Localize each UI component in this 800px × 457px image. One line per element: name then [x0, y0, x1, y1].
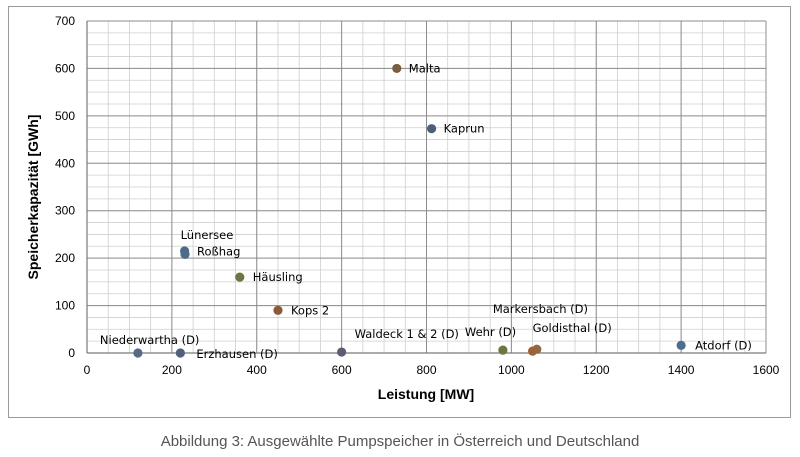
- y-tick-label: 400: [55, 156, 75, 170]
- data-point: [273, 305, 283, 315]
- data-point: [426, 124, 437, 134]
- x-tick-label: 1600: [753, 363, 780, 377]
- y-tick-label: 200: [55, 251, 75, 265]
- data-point: [180, 249, 190, 259]
- point-label: Roßhag: [197, 244, 240, 258]
- point-label: Niederwartha (D): [100, 333, 200, 347]
- x-tick-label: 600: [332, 363, 352, 377]
- scatter-chart: 0 200 400 600 800 1000 1200 1400 1600 0 100 200 300 4…: [25, 14, 780, 402]
- tick-labels: 0 200 400 600 800 1000 1200 1400 1600 0 100 200 300 4…: [55, 14, 780, 377]
- point-label: Häusling: [253, 270, 303, 284]
- y-tick-label: 0: [68, 346, 75, 360]
- point-label: Atdorf (D): [695, 338, 752, 352]
- x-axis-title: Leistung [MW]: [378, 386, 474, 402]
- axes: [86, 21, 766, 354]
- point-label: Lünersee: [181, 228, 234, 242]
- data-point: [235, 272, 245, 282]
- point-labels: Malta Kaprun Lünersee Roßhag Häusling Kops 2 N…: [100, 61, 752, 361]
- data-point: [498, 345, 508, 355]
- point-label: Markersbach (D): [493, 302, 588, 316]
- point-label: Wehr (D): [465, 325, 516, 339]
- x-tick-label: 1000: [498, 363, 525, 377]
- figure-caption: Abbildung 3: Ausgewählte Pumpspeicher in…: [160, 433, 640, 450]
- data-point: [133, 348, 143, 358]
- data-point: [337, 347, 347, 357]
- x-tick-label: 400: [247, 363, 267, 377]
- x-tick-label: 200: [162, 363, 182, 377]
- y-tick-label: 700: [55, 14, 75, 28]
- x-tick-label: 800: [416, 363, 436, 377]
- data-point: [175, 348, 185, 358]
- point-label: Malta: [409, 61, 441, 75]
- data-point: [527, 346, 538, 356]
- y-tick-label: 500: [55, 109, 75, 123]
- point-label: Erzhausen (D): [196, 347, 277, 361]
- y-tick-label: 100: [55, 299, 75, 313]
- y-tick-label: 300: [55, 204, 75, 218]
- data-point: [392, 63, 402, 74]
- point-label: Goldisthal (D): [533, 321, 612, 335]
- x-tick-label: 0: [84, 363, 91, 377]
- data-points: [133, 63, 686, 358]
- point-label: Kops 2: [291, 303, 329, 317]
- point-label: Waldeck 1 & 2 (D): [355, 327, 459, 341]
- point-label: Kaprun: [444, 122, 485, 136]
- x-tick-label: 1200: [583, 363, 610, 377]
- y-axis-title: Speicherkapazität [GWh]: [25, 115, 41, 280]
- x-tick-label: 1400: [668, 363, 695, 377]
- data-point: [676, 340, 686, 351]
- y-tick-label: 600: [55, 61, 75, 75]
